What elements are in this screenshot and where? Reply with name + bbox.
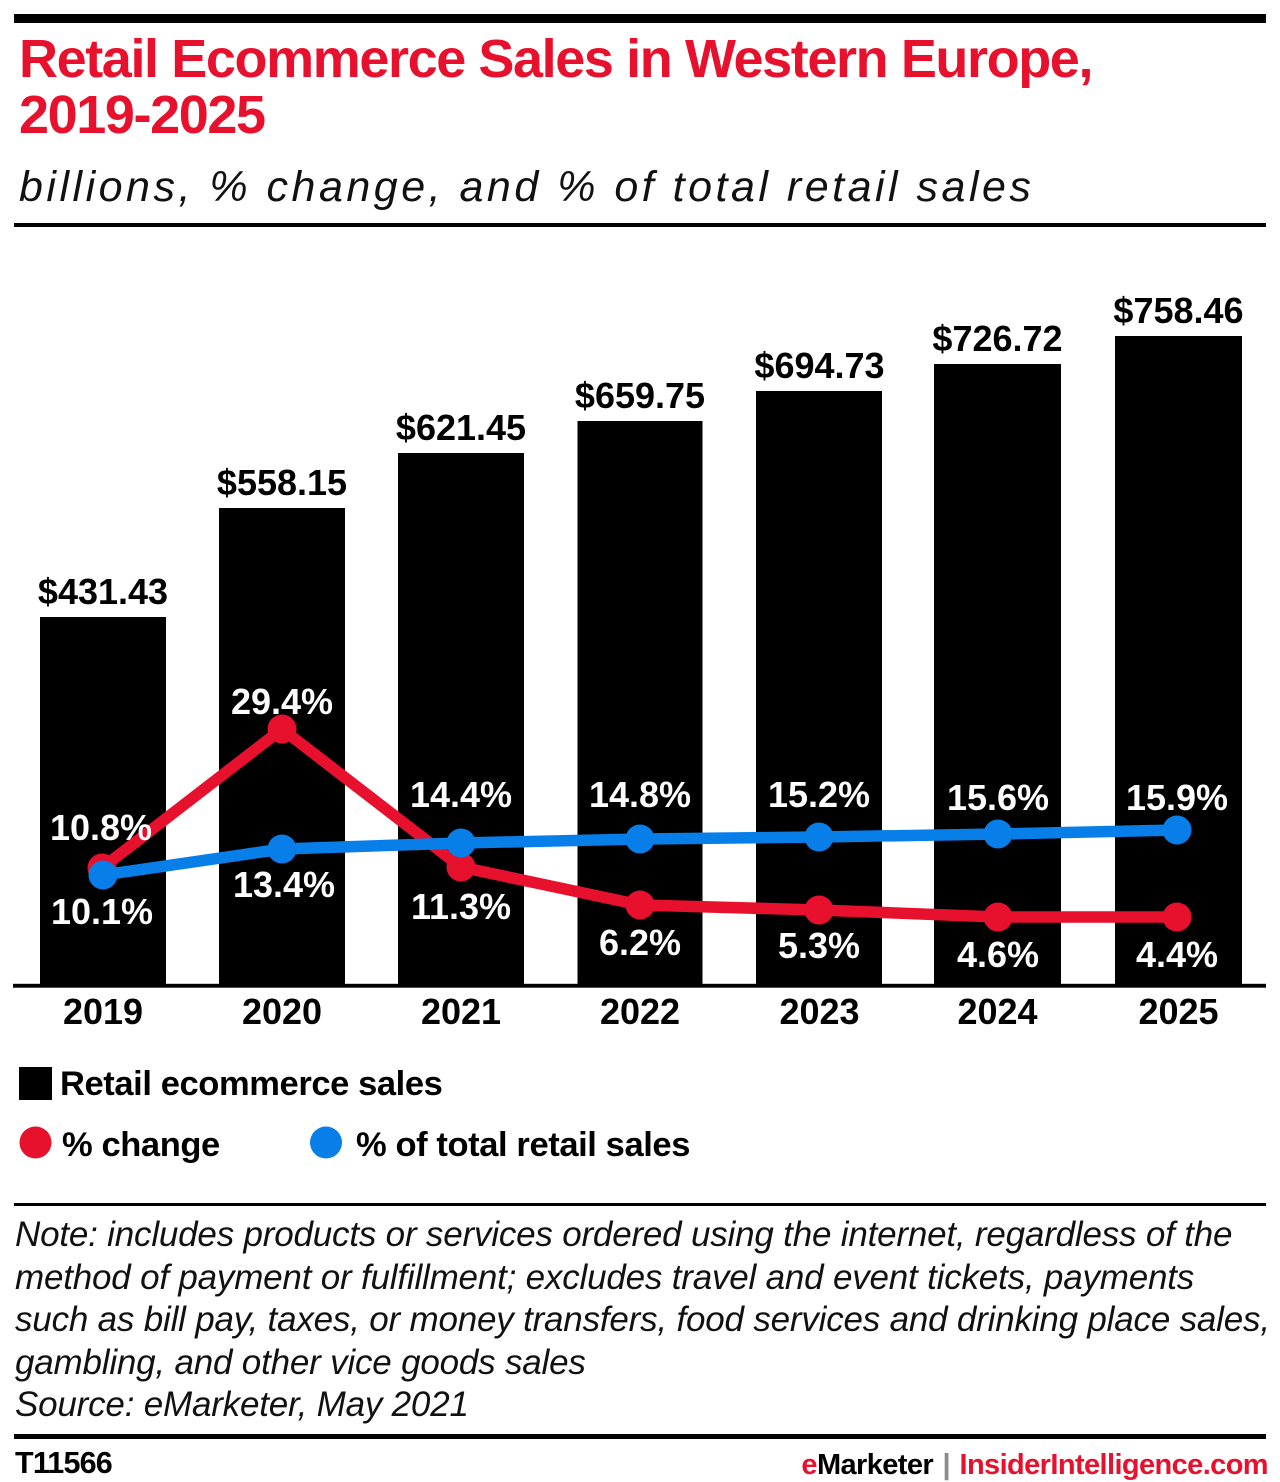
svg-text:$694.73: $694.73	[754, 345, 884, 386]
svg-text:5.3%: 5.3%	[778, 925, 860, 966]
svg-text:2020: 2020	[242, 991, 322, 1032]
svg-text:15.2%: 15.2%	[768, 774, 870, 815]
svg-text:15.9%: 15.9%	[1126, 777, 1228, 818]
svg-text:$431.43: $431.43	[38, 571, 168, 612]
svg-text:Retail ecommerce sales: Retail ecommerce sales	[60, 1065, 442, 1103]
svg-text:$726.72: $726.72	[932, 318, 1062, 359]
svg-text:14.8%: 14.8%	[589, 774, 691, 815]
svg-text:2022: 2022	[600, 991, 680, 1032]
svg-text:% of total retail sales: % of total retail sales	[356, 1126, 690, 1164]
svg-text:10.1%: 10.1%	[51, 891, 153, 932]
svg-text:$621.45: $621.45	[396, 407, 526, 448]
svg-text:6.2%: 6.2%	[599, 922, 681, 963]
svg-text:11.3%: 11.3%	[411, 886, 511, 927]
svg-text:% change: % change	[62, 1126, 220, 1164]
svg-text:4.4%: 4.4%	[1136, 934, 1218, 975]
svg-text:2019: 2019	[63, 991, 143, 1032]
svg-text:$558.15: $558.15	[217, 462, 347, 503]
svg-text:2024: 2024	[957, 991, 1037, 1032]
svg-text:10.8%: 10.8%	[50, 807, 152, 848]
svg-text:29.4%: 29.4%	[231, 681, 333, 722]
svg-text:$758.46: $758.46	[1113, 290, 1243, 331]
svg-text:13.4%: 13.4%	[233, 864, 335, 905]
svg-text:$659.75: $659.75	[575, 375, 705, 416]
svg-text:2021: 2021	[421, 991, 501, 1032]
svg-text:14.4%: 14.4%	[410, 774, 512, 815]
svg-text:15.6%: 15.6%	[947, 777, 1049, 818]
svg-text:2025: 2025	[1138, 991, 1218, 1032]
svg-text:4.6%: 4.6%	[957, 934, 1039, 975]
svg-text:2023: 2023	[779, 991, 859, 1032]
